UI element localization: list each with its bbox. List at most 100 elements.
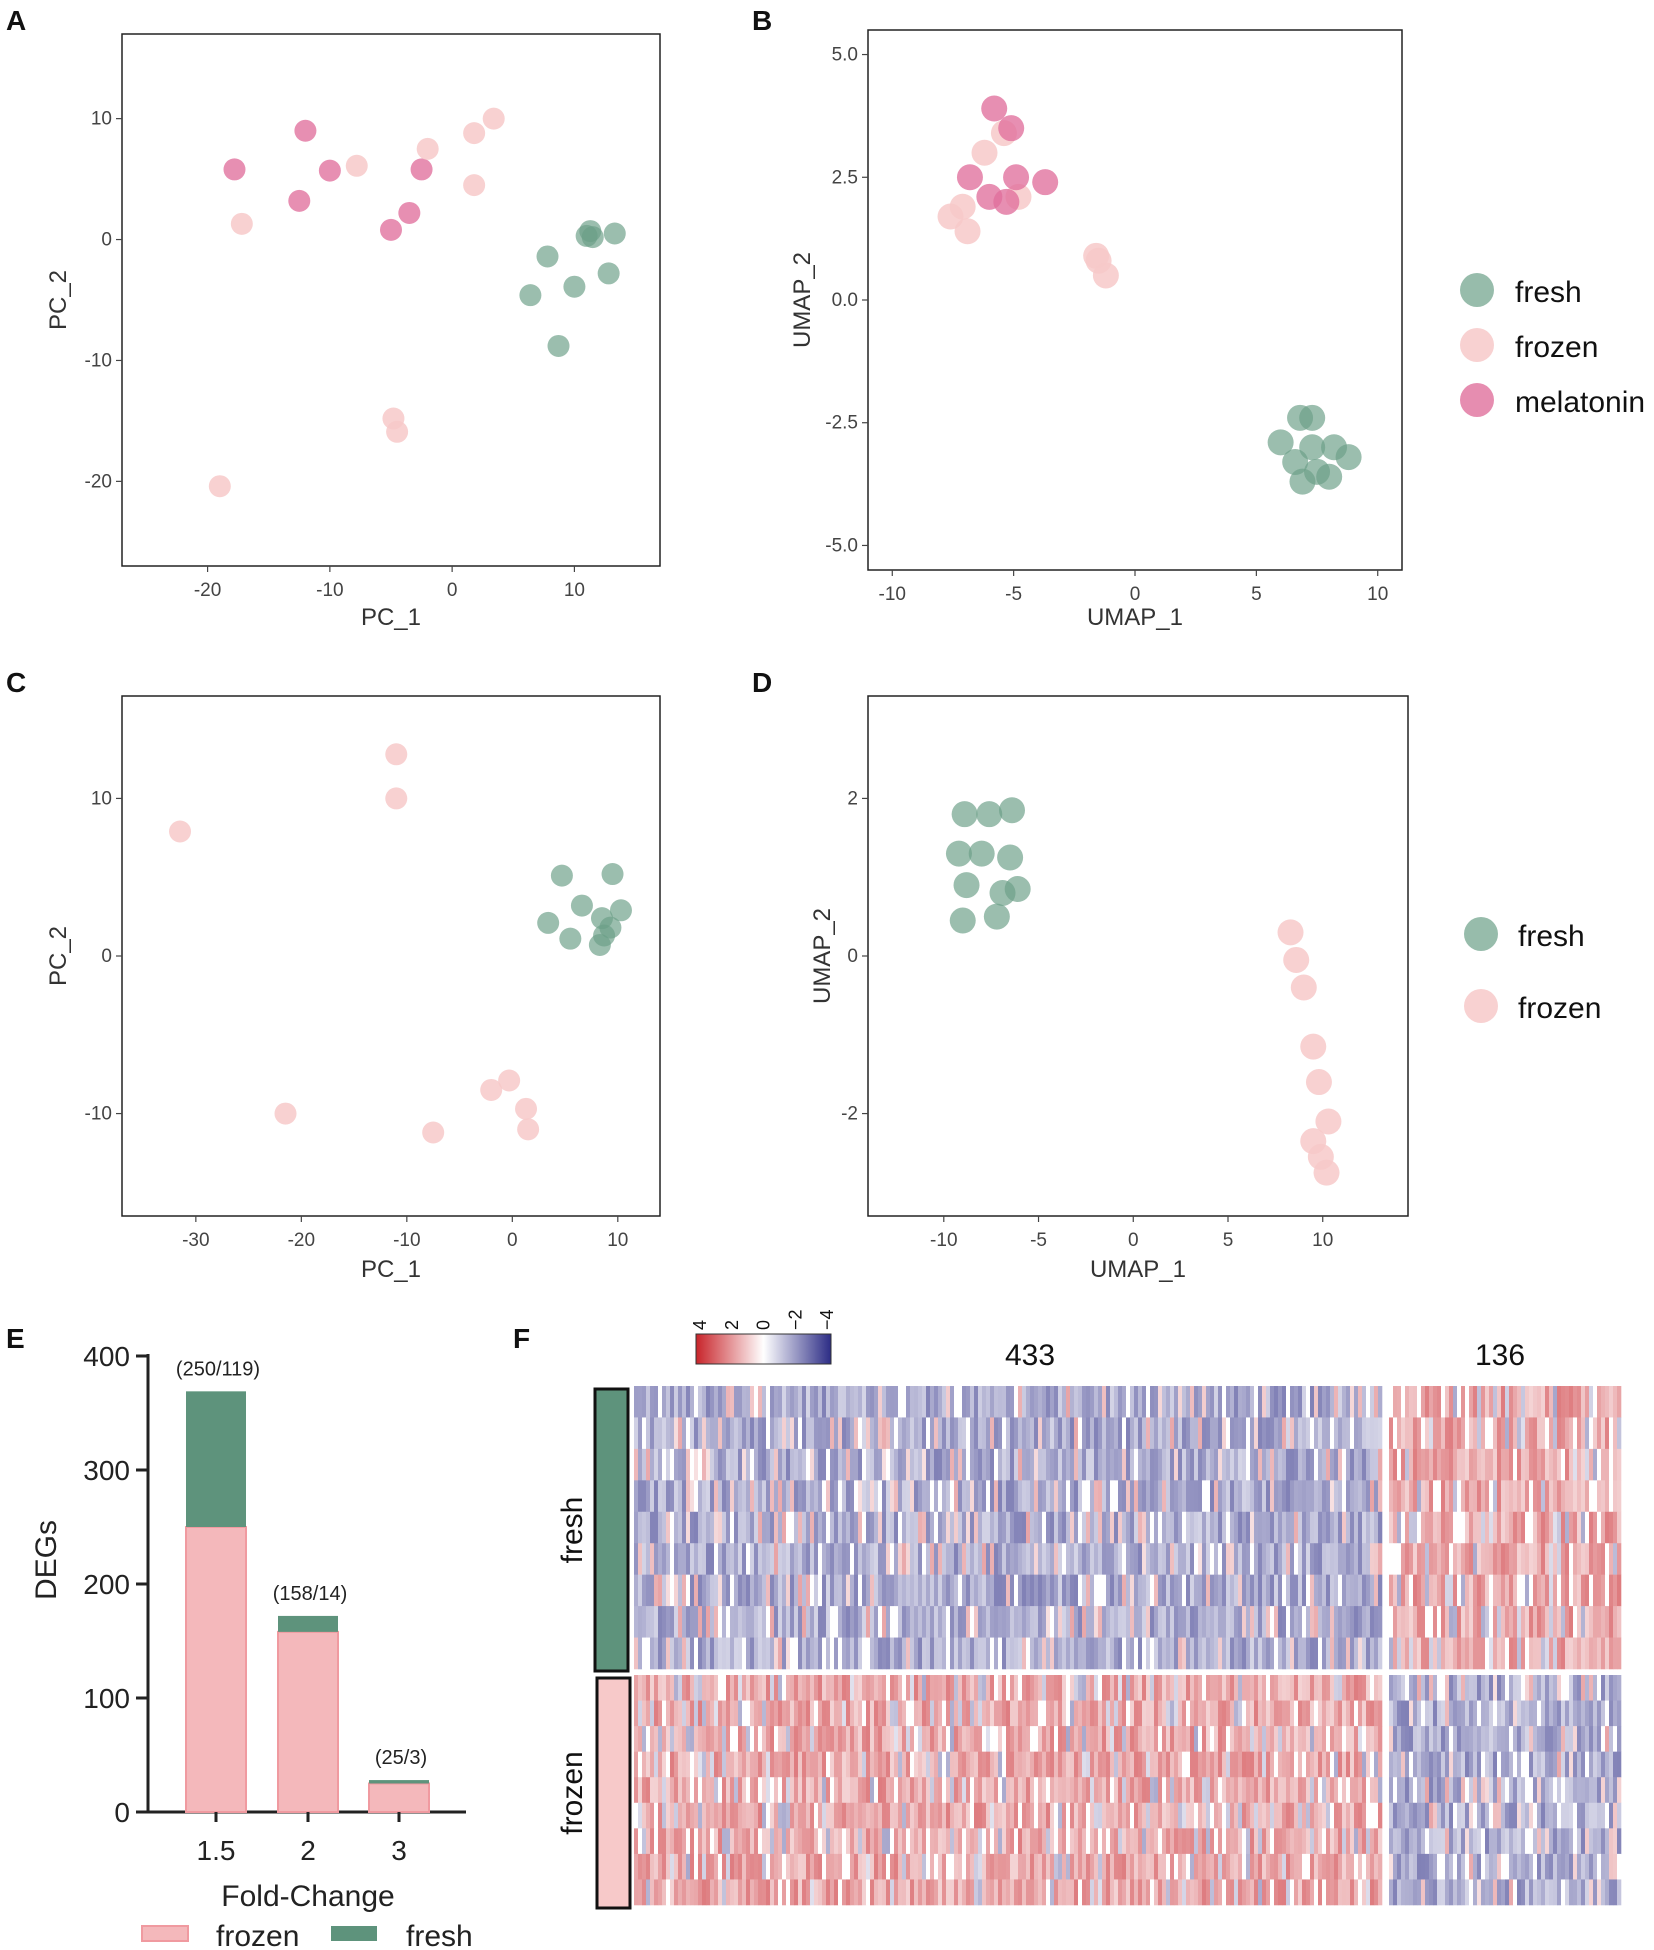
heatmap-cell: [1174, 1853, 1179, 1880]
heatmap-cell: [1565, 1675, 1570, 1701]
heatmap-cell: [722, 1480, 727, 1513]
heatmap-cell: [1310, 1828, 1315, 1855]
heatmap-cell: [1609, 1802, 1614, 1829]
heatmap-cell: [678, 1448, 683, 1481]
heatmap-cell: [1206, 1511, 1211, 1544]
heatmap-cell: [1326, 1637, 1331, 1670]
heatmap-cell: [946, 1480, 951, 1513]
heatmap-cell: [1006, 1828, 1011, 1855]
heatmap-cell: [1150, 1543, 1155, 1575]
heatmap-cell: [1485, 1574, 1490, 1607]
heatmap-cell: [1489, 1751, 1494, 1778]
heatmap-cell: [654, 1448, 659, 1481]
heatmap-cell: [934, 1853, 939, 1880]
heatmap-cell: [850, 1637, 855, 1670]
heatmap-cell: [670, 1751, 675, 1778]
heatmap-cell: [1250, 1879, 1255, 1906]
heatmap-cell: [766, 1675, 771, 1701]
heatmap-cell: [1537, 1448, 1542, 1481]
heatmap-cell: [990, 1448, 995, 1481]
heatmap-cell: [710, 1828, 715, 1855]
heatmap-cell: [1409, 1879, 1414, 1906]
heatmap-cell: [930, 1637, 935, 1670]
heatmap-cell: [1122, 1543, 1127, 1575]
heatmap-cell: [970, 1511, 975, 1544]
heatmap-cell: [1050, 1543, 1055, 1575]
heatmap-cell: [834, 1675, 839, 1701]
panel-c-points: [169, 743, 632, 1144]
heatmap-cell: [714, 1637, 719, 1670]
heatmap-cell: [1326, 1700, 1331, 1727]
heatmap-cell: [1054, 1828, 1059, 1855]
heatmap-cell: [934, 1637, 939, 1670]
heatmap-cell: [1561, 1675, 1566, 1701]
heatmap-cell: [754, 1417, 759, 1450]
heatmap-cell: [1066, 1751, 1071, 1778]
heatmap-cell: [1449, 1511, 1454, 1544]
heatmap-cell: [1130, 1543, 1135, 1575]
heatmap-cell: [1126, 1417, 1131, 1450]
heatmap-cell: [1417, 1637, 1422, 1670]
heatmap-cell: [1018, 1726, 1023, 1752]
heatmap-cell: [666, 1543, 671, 1575]
point-frozen: [1283, 946, 1310, 973]
heatmap-cell: [662, 1853, 667, 1880]
heatmap-cell: [1449, 1637, 1454, 1670]
heatmap-cell: [886, 1879, 891, 1906]
heatmap-cell: [966, 1675, 971, 1701]
heatmap-cell: [714, 1480, 719, 1513]
heatmap-cell: [726, 1777, 731, 1804]
heatmap-cell: [1210, 1726, 1215, 1752]
heatmap-cell: [1074, 1675, 1079, 1701]
heatmap-cell: [1354, 1802, 1359, 1829]
heatmap-cell: [1330, 1828, 1335, 1855]
heatmap-cell: [670, 1574, 675, 1607]
heatmap-cell: [850, 1606, 855, 1638]
heatmap-cell: [1262, 1511, 1267, 1544]
heatmap-cell: [1549, 1751, 1554, 1778]
heatmap-cell: [1609, 1726, 1614, 1752]
heatmap-cell: [1010, 1700, 1015, 1727]
heatmap-cell: [1206, 1606, 1211, 1638]
heatmap-cell: [902, 1574, 907, 1607]
heatmap-cell: [1557, 1543, 1562, 1575]
heatmap-cell: [1142, 1853, 1147, 1880]
heatmap-cell: [1417, 1386, 1422, 1418]
heatmap-cell: [1314, 1675, 1319, 1701]
heatmap-cell: [1378, 1417, 1383, 1450]
heatmap-cell: [690, 1511, 695, 1544]
heatmap-cell: [974, 1853, 979, 1880]
heatmap-cell: [1417, 1879, 1422, 1906]
heatmap-cell: [1018, 1511, 1023, 1544]
heatmap-cell: [862, 1802, 867, 1829]
heatmap-cell: [1038, 1386, 1043, 1418]
heatmap-cell: [766, 1802, 771, 1829]
heatmap-cell: [802, 1777, 807, 1804]
heatmap-cell: [1018, 1448, 1023, 1481]
heatmap-cell: [950, 1480, 955, 1513]
point-frozen: [1313, 1159, 1340, 1186]
heatmap-cell: [1413, 1511, 1418, 1544]
y-tick-label: 0: [101, 946, 112, 967]
heatmap-cell: [1026, 1386, 1031, 1418]
heatmap-cell: [750, 1751, 755, 1778]
heatmap-cell: [1537, 1417, 1542, 1450]
point-frozen: [517, 1118, 540, 1141]
heatmap-cell: [1062, 1386, 1067, 1418]
heatmap-cell: [1577, 1606, 1582, 1638]
heatmap-cell: [1218, 1751, 1223, 1778]
heatmap-cell: [762, 1675, 767, 1701]
heatmap-cell: [758, 1751, 763, 1778]
heatmap-cell: [1022, 1386, 1027, 1418]
heatmap-cell: [1162, 1700, 1167, 1727]
heatmap-cell: [794, 1700, 799, 1727]
heatmap-cell: [1449, 1777, 1454, 1804]
heatmap-cell: [1537, 1726, 1542, 1752]
heatmap-cell: [982, 1700, 987, 1727]
heatmap-cell: [698, 1777, 703, 1804]
heatmap-cell: [810, 1448, 815, 1481]
heatmap-cell: [1062, 1777, 1067, 1804]
heatmap-cell: [1397, 1828, 1402, 1855]
heatmap-cell: [1541, 1700, 1546, 1727]
heatmap-cell: [1469, 1675, 1474, 1701]
